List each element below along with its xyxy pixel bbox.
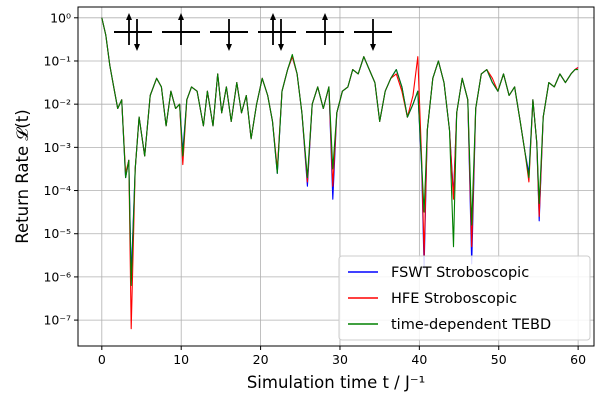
spin-site-icon [114,13,152,51]
y-tick-label: 10⁻³ [43,140,71,155]
x-axis-label: Simulation time t / J⁻¹ [247,373,425,392]
x-tick-label: 40 [411,352,427,367]
y-tick-label: 10⁻² [43,97,71,112]
y-tick-label: 10⁻⁷ [43,313,71,328]
spin-site-icon [258,13,296,51]
x-tick-label: 60 [570,352,586,367]
series-line [101,17,579,287]
legend-box [338,255,591,341]
legend-item: HFE Stroboscopic [348,291,517,307]
legend: FSWT Stroboscopic HFE Stroboscopic time-de… [338,255,591,341]
spin-site-icon [306,13,344,45]
series-lines [101,17,579,330]
y-tick-label: 10⁻⁶ [43,269,71,284]
x-tick-label: 10 [173,352,189,367]
x-tick-label: 20 [253,352,269,367]
spin-site-icon [354,19,392,51]
y-tick-label: 10⁰ [50,10,71,25]
y-tick-label: 10⁻⁴ [43,183,71,198]
legend-label: FSWT Stroboscopic [391,265,529,281]
spin-site-icon [162,13,200,45]
y-tick-label: 10⁻⁵ [43,226,71,241]
spin-configuration-inset [114,13,392,51]
x-tick-label: 30 [332,352,348,367]
legend-item: time-dependent TEBD [348,317,551,333]
legend-label: time-dependent TEBD [391,317,551,333]
x-tick-label: 0 [98,352,106,367]
axis-ticks: 0 10 20 30 40 50 60 10⁰ 10⁻¹ 10⁻² 10⁻³ 10⁻⁴ 10⁻⁵ 10⁻⁶… [43,10,586,367]
plot-frame [77,6,595,347]
x-tick-label: 50 [491,352,507,367]
spin-site-icon [210,19,248,51]
legend-item: FSWT Stroboscopic [348,265,529,281]
legend-label: HFE Stroboscopic [391,291,517,307]
y-tick-label: 10⁻¹ [43,53,71,68]
y-axis-label: Return Rate 𝓛(t) [13,109,32,243]
